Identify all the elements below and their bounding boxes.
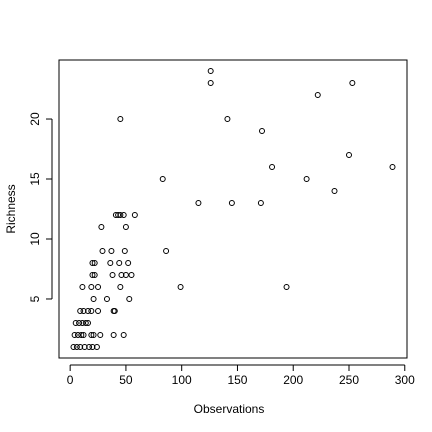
- point: [110, 331, 117, 338]
- point: [331, 188, 338, 195]
- point: [70, 343, 77, 350]
- point: [349, 80, 356, 87]
- point: [117, 283, 124, 290]
- point: [120, 331, 127, 338]
- point: [98, 223, 105, 230]
- point: [88, 283, 95, 290]
- point: [111, 307, 118, 314]
- point: [128, 271, 135, 278]
- point: [122, 223, 129, 230]
- point: [303, 176, 310, 183]
- point: [107, 259, 114, 266]
- x-tick-label: 200: [283, 373, 303, 387]
- point: [126, 295, 133, 302]
- point: [82, 319, 89, 326]
- point: [122, 271, 129, 278]
- point: [117, 211, 124, 218]
- point: [91, 259, 98, 266]
- point: [80, 331, 87, 338]
- point: [112, 211, 119, 218]
- point: [108, 247, 115, 254]
- point: [125, 259, 132, 266]
- x-tick-label: 300: [395, 373, 415, 387]
- point: [163, 247, 170, 254]
- point: [228, 200, 235, 207]
- point: [283, 283, 290, 290]
- point: [120, 211, 127, 218]
- point: [79, 319, 86, 326]
- x-tick-label: 0: [67, 373, 74, 387]
- point: [72, 319, 79, 326]
- y-tick-label: 20: [28, 112, 42, 126]
- point: [109, 271, 116, 278]
- point: [91, 271, 98, 278]
- point: [121, 247, 128, 254]
- point: [85, 319, 91, 326]
- x-tick-label: 150: [227, 373, 247, 387]
- point: [73, 343, 80, 350]
- point: [269, 164, 276, 171]
- x-axis-label: Observations: [194, 402, 265, 416]
- plot-box: [58, 59, 408, 359]
- point: [116, 259, 123, 266]
- point: [77, 307, 84, 314]
- point: [115, 211, 122, 218]
- point: [79, 283, 86, 290]
- point: [78, 331, 85, 338]
- point: [97, 331, 104, 338]
- point: [90, 295, 97, 302]
- y-axis-label: Richness: [4, 184, 18, 233]
- point: [207, 68, 214, 75]
- point: [118, 271, 125, 278]
- point: [159, 176, 166, 183]
- point: [389, 164, 396, 171]
- point: [86, 343, 93, 350]
- point: [103, 295, 110, 302]
- point: [88, 331, 95, 338]
- point: [89, 259, 96, 266]
- y-tick-label: 5: [28, 295, 42, 302]
- point: [76, 319, 83, 326]
- point: [314, 92, 321, 99]
- point: [89, 271, 96, 278]
- point: [95, 283, 102, 290]
- point: [90, 331, 97, 338]
- point: [259, 128, 265, 135]
- point: [257, 200, 264, 207]
- x-tick-label: 50: [119, 373, 133, 387]
- point: [88, 307, 95, 314]
- point: [346, 152, 352, 159]
- point: [77, 343, 84, 350]
- x-tick-label: 250: [339, 373, 359, 387]
- point: [207, 80, 214, 87]
- point: [224, 116, 231, 123]
- point: [80, 307, 87, 314]
- point: [81, 343, 88, 350]
- point: [131, 211, 138, 218]
- y-tick-label: 10: [28, 232, 42, 246]
- point: [177, 283, 184, 290]
- x-tick-label: 100: [172, 373, 192, 387]
- y-tick-label: 15: [28, 172, 42, 186]
- point: [85, 307, 91, 314]
- point: [93, 343, 100, 350]
- point: [99, 247, 106, 254]
- point: [195, 200, 202, 207]
- point: [71, 331, 78, 338]
- point: [95, 307, 102, 314]
- point: [117, 116, 124, 123]
- point: [74, 331, 81, 338]
- point: [89, 343, 96, 350]
